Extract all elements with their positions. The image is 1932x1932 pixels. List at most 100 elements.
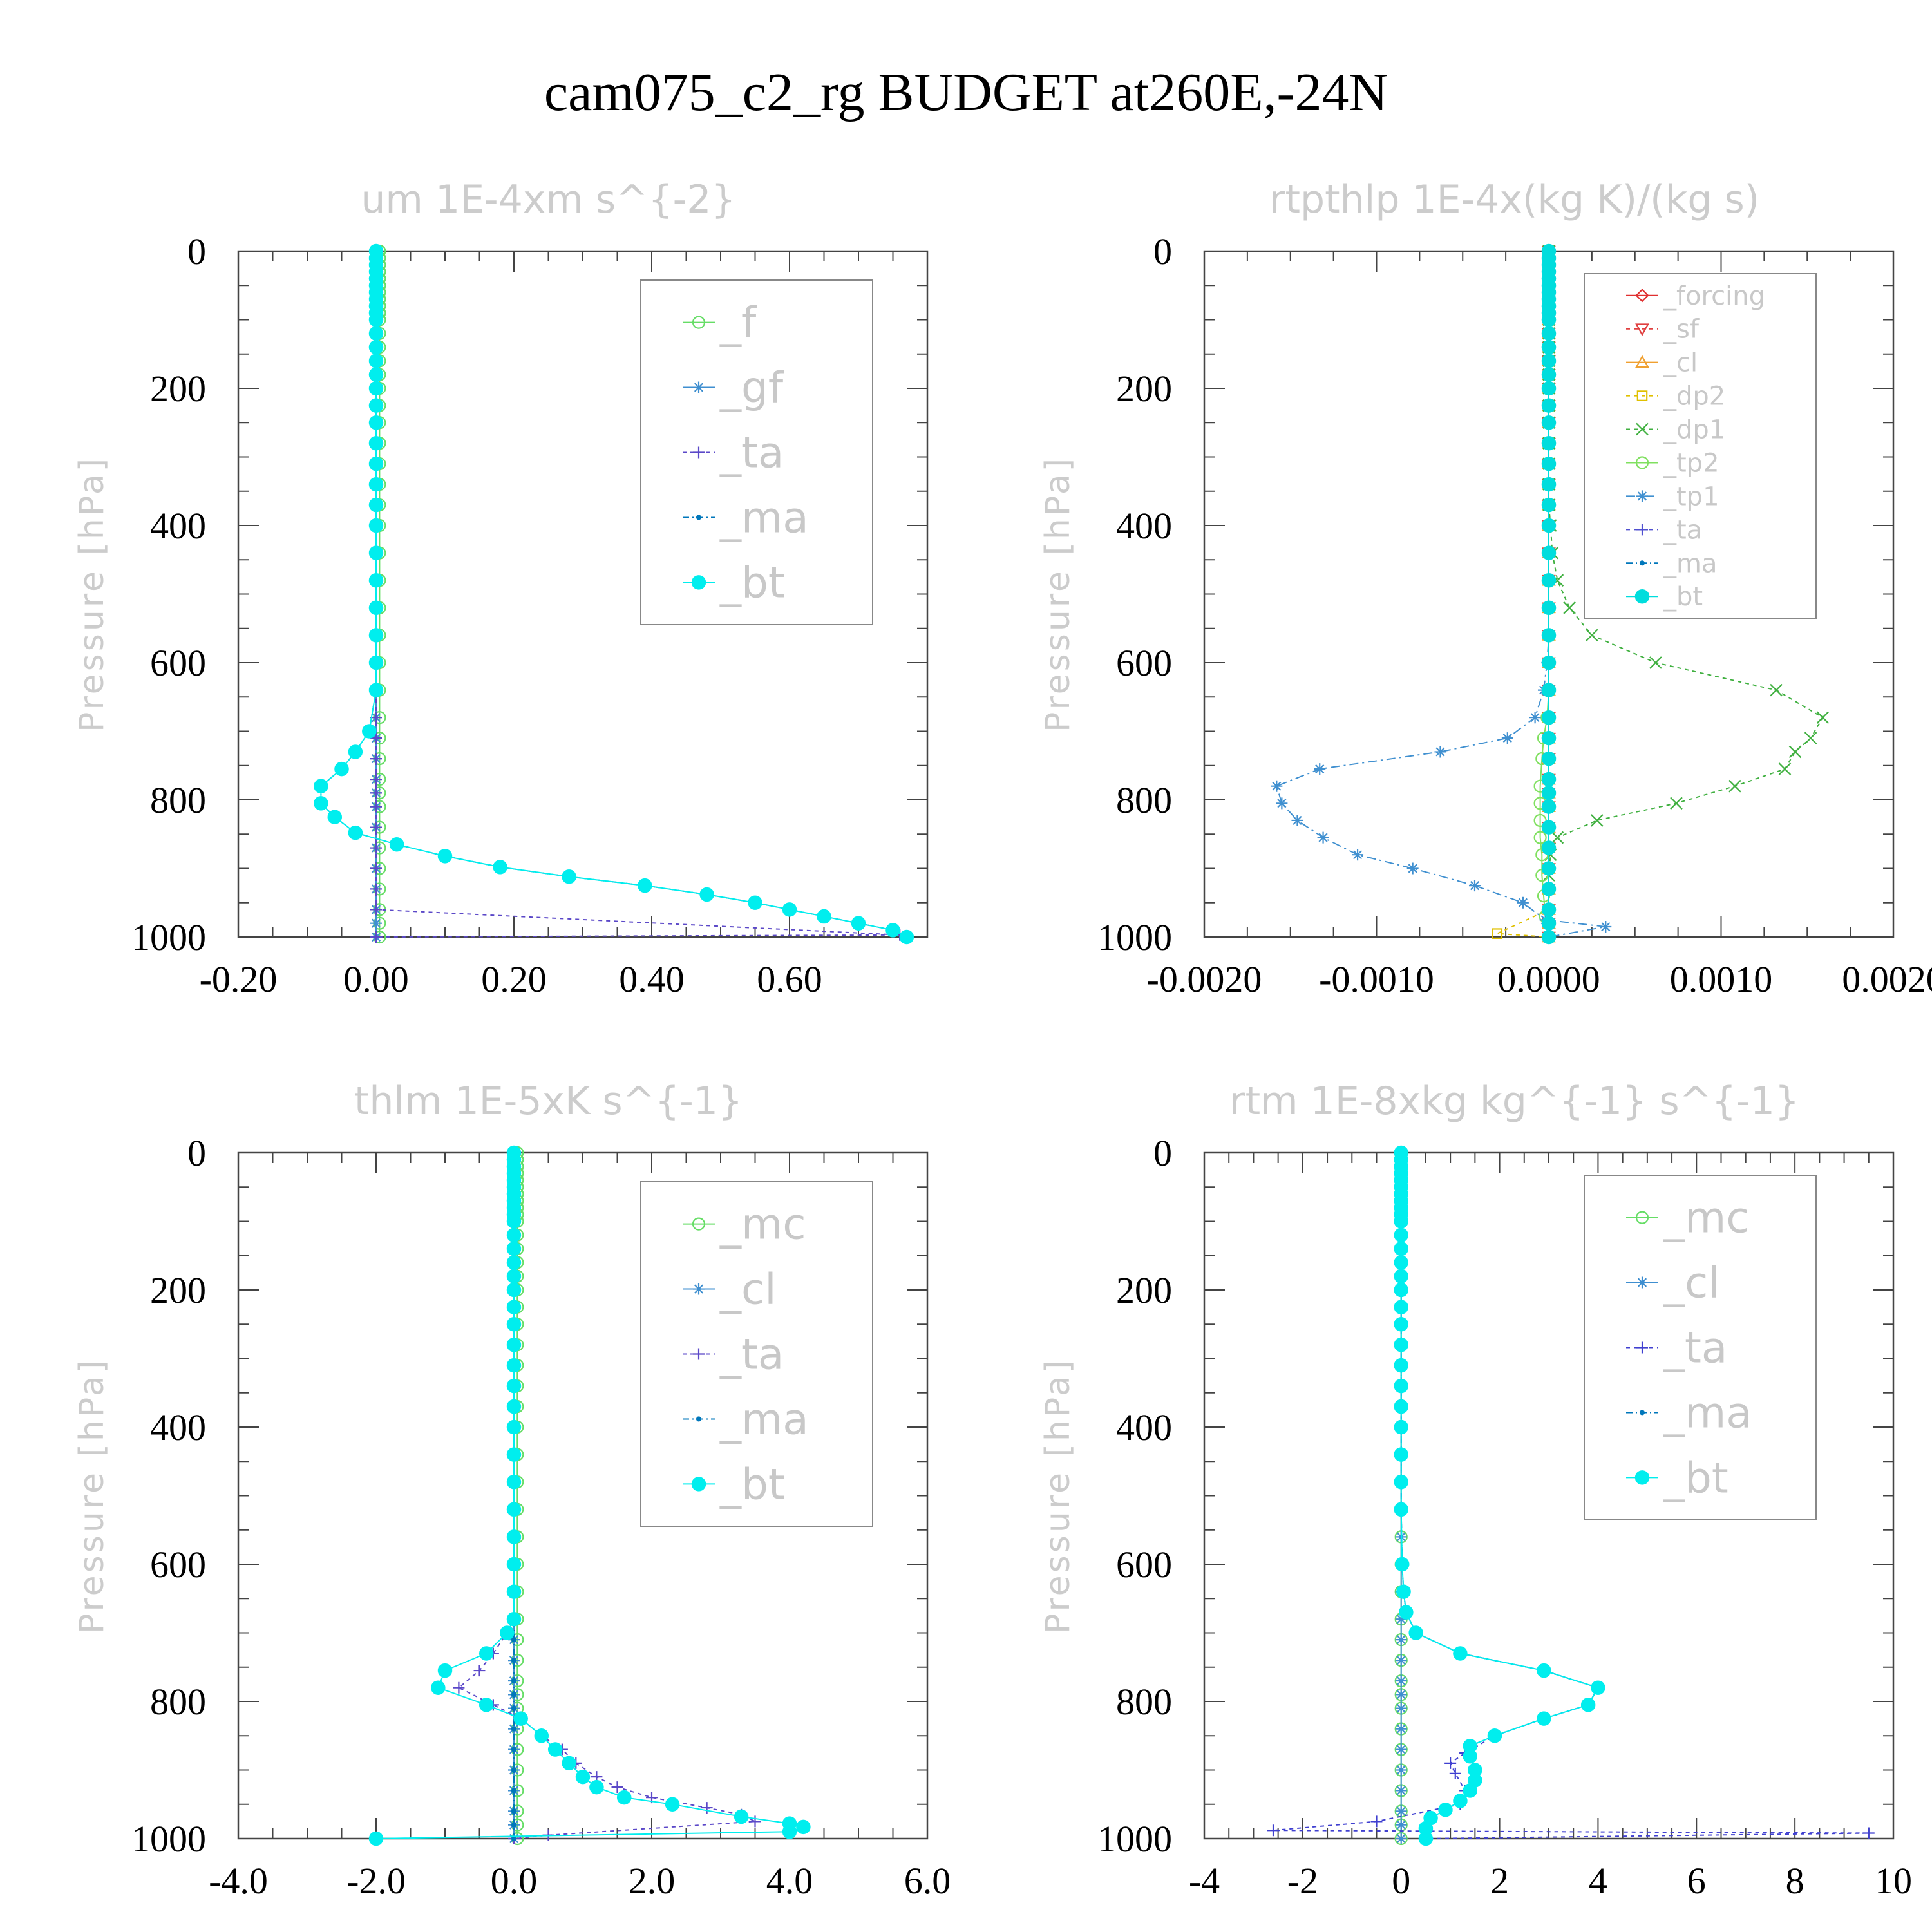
um-data-point bbox=[886, 923, 900, 938]
rtpthlp-data-point bbox=[1804, 732, 1817, 744]
thlm-data-point bbox=[453, 1681, 465, 1694]
thlm-data-point bbox=[506, 1241, 522, 1256]
rtm-data-point bbox=[1394, 1269, 1408, 1283]
rtpthlp-data-point bbox=[1541, 381, 1557, 396]
um-legend bbox=[640, 279, 873, 625]
um-data-point bbox=[899, 929, 914, 945]
thlm-legend-label: _mc bbox=[719, 1200, 806, 1249]
rtpthlp-data-point bbox=[1551, 831, 1564, 844]
rtm-data-point bbox=[1453, 1646, 1468, 1661]
thlm-data-point bbox=[575, 1769, 591, 1785]
um-data-point bbox=[437, 849, 453, 864]
um-x-tick-label: 0.20 bbox=[481, 958, 547, 1000]
rtpthlp-data-point bbox=[1670, 797, 1683, 810]
thlm-data-point bbox=[511, 1705, 517, 1711]
thlm-data-point bbox=[506, 1214, 522, 1229]
chart-rtm: rtm 1E-8xkg kg^{-1} s^{-1} Pressure [hPa]… bbox=[1039, 1079, 1912, 1902]
thlm-data-point bbox=[796, 1819, 811, 1835]
rtm-data-point bbox=[1394, 1447, 1408, 1462]
rtpthlp-x-tick-label: 0.0000 bbox=[1497, 958, 1600, 1000]
rtm-y-axis-label: Pressure [hPa] bbox=[1039, 1358, 1077, 1634]
rtm-data-point bbox=[1394, 1502, 1408, 1517]
rtm-legend-marker bbox=[1634, 1470, 1650, 1485]
rtm-x-tick-label: -2 bbox=[1287, 1860, 1318, 1902]
um-x-tick-label: 0.00 bbox=[343, 958, 409, 1000]
rtm-x-tick-label: 4 bbox=[1589, 1860, 1607, 1902]
rtm-data-point bbox=[1580, 1698, 1596, 1712]
um-data-point bbox=[368, 367, 384, 382]
rtpthlp-data-point bbox=[1541, 882, 1557, 896]
thlm-data-point bbox=[506, 1300, 522, 1314]
rtm-data-point bbox=[1394, 1419, 1408, 1435]
panel-rtpthlp: rtpthlp 1E-4x(kg K)/(kg s) Pressure [hPa]… bbox=[966, 148, 1932, 1050]
rtpthlp-legend-label: _tp2 bbox=[1663, 448, 1719, 478]
thlm-y-tick-label: 800 bbox=[150, 1681, 206, 1723]
rtpthlp-data-point bbox=[1533, 831, 1547, 844]
um-y-tick-label: 1000 bbox=[131, 916, 206, 958]
thlm-data-point bbox=[437, 1663, 453, 1678]
rtpthlp-series-bt bbox=[1541, 243, 1557, 945]
rtm-x-tick-label: 2 bbox=[1490, 1860, 1509, 1902]
rtpthlp-data-point bbox=[1541, 751, 1557, 766]
rtm-y-tick-label: 1000 bbox=[1097, 1818, 1172, 1860]
rtpthlp-data-point bbox=[1541, 312, 1557, 327]
rtm-data-point bbox=[1394, 1474, 1408, 1490]
um-data-point bbox=[370, 732, 382, 744]
um-y-tick-label: 800 bbox=[150, 779, 206, 821]
um-data-point bbox=[782, 902, 797, 917]
rtm-data-point bbox=[1394, 1282, 1408, 1298]
um-legend-label: _f bbox=[719, 298, 757, 348]
rtpthlp-legend-marker bbox=[1636, 390, 1648, 401]
um-data-point bbox=[348, 825, 363, 840]
thlm-data-point bbox=[506, 1282, 522, 1298]
rtm-data-point bbox=[1487, 1728, 1502, 1743]
rtm-legend-label: _mc bbox=[1663, 1193, 1750, 1243]
thlm-data-point bbox=[506, 1317, 522, 1332]
thlm-data-point bbox=[506, 1378, 522, 1394]
um-data-point bbox=[314, 796, 328, 811]
um-data-point bbox=[368, 415, 384, 430]
rtpthlp-data-point bbox=[1788, 745, 1802, 759]
um-y-tick-label: 200 bbox=[150, 368, 206, 410]
rtpthlp-data-point bbox=[1541, 929, 1557, 945]
um-data-point bbox=[493, 860, 507, 875]
thlm-data-point bbox=[473, 1665, 486, 1677]
rtpthlp-data-point bbox=[1541, 600, 1557, 616]
rtpthlp-legend-marker bbox=[1636, 422, 1649, 436]
um-data-point bbox=[368, 435, 384, 451]
rtm-legend-label: _bt bbox=[1663, 1453, 1728, 1502]
rtpthlp-data-point bbox=[1541, 456, 1557, 471]
thlm-data-point bbox=[511, 1692, 517, 1698]
rtpthlp-data-point bbox=[1541, 326, 1557, 341]
thlm-x-tick-label: 6.0 bbox=[904, 1860, 951, 1902]
rtm-data-point bbox=[1395, 1805, 1407, 1817]
rtpthlp-legend-label: _dp2 bbox=[1663, 382, 1725, 412]
thlm-data-point bbox=[506, 1502, 522, 1517]
thlm-legend-marker bbox=[691, 1477, 706, 1492]
rtpthlp-legend-marker bbox=[1636, 490, 1648, 502]
rtpthlp-y-tick-label: 400 bbox=[1116, 505, 1172, 547]
rtm-y-tick-label: 800 bbox=[1116, 1681, 1172, 1723]
thlm-data-point bbox=[368, 1831, 384, 1846]
rtpthlp-x-tick-label: -0.0020 bbox=[1147, 958, 1262, 1000]
rtpthlp-data-point bbox=[1649, 656, 1662, 669]
um-y-axis-label: Pressure [hPa] bbox=[73, 456, 111, 732]
rtpthlp-y-tick-label: 200 bbox=[1116, 368, 1172, 410]
rtm-data-point bbox=[1418, 1831, 1434, 1846]
rtm-data-point bbox=[1537, 1663, 1551, 1678]
um-x-tick-label: 0.60 bbox=[757, 958, 822, 1000]
um-data-point bbox=[334, 761, 349, 777]
rtpthlp-data-point bbox=[1563, 601, 1576, 614]
rtm-data-point bbox=[1395, 1613, 1407, 1625]
rtm-data-point bbox=[1395, 1702, 1407, 1714]
rtpthlp-data-point bbox=[1529, 712, 1541, 724]
um-data-point bbox=[817, 909, 831, 924]
rtpthlp-legend bbox=[1584, 273, 1817, 619]
rtm-data-point bbox=[1395, 1634, 1407, 1646]
rtm-data-point bbox=[1394, 1557, 1410, 1572]
rtm-data-point bbox=[1395, 1743, 1407, 1756]
thlm-data-point bbox=[478, 1646, 494, 1661]
rtpthlp-data-point bbox=[1492, 928, 1503, 939]
thlm-panel-title: thlm 1E-5xK s^{-1} bbox=[354, 1079, 743, 1124]
